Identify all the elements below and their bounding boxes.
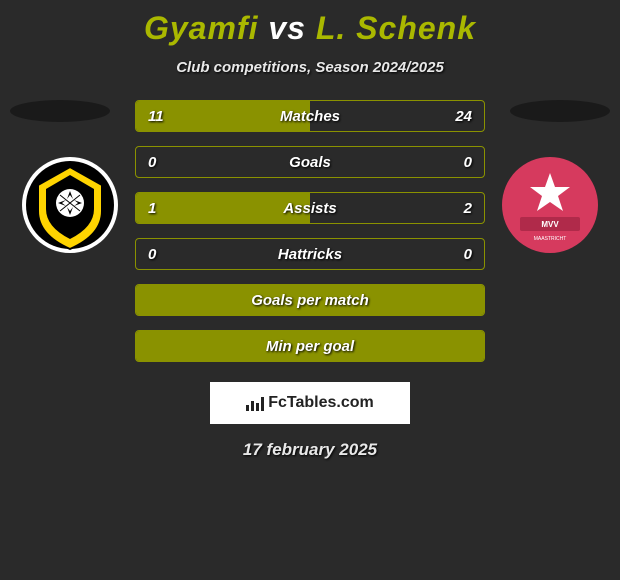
stat-label: Min per goal (266, 338, 354, 355)
stat-row-goals-per-match: Goals per match (135, 284, 485, 316)
player1-name: Gyamfi (144, 10, 258, 46)
stat-row-assists: 1 Assists 2 (135, 192, 485, 224)
stat-row-min-per-goal: Min per goal (135, 330, 485, 362)
stat-row-matches: 11 Matches 24 (135, 100, 485, 132)
mvv-maastricht-badge-icon: MVV MAASTRICHT (500, 155, 600, 255)
team-badge-left (20, 155, 120, 255)
stat-row-goals: 0 Goals 0 (135, 146, 485, 178)
subtitle: Club competitions, Season 2024/2025 (0, 59, 620, 76)
svg-text:MAASTRICHT: MAASTRICHT (534, 236, 567, 242)
stat-label: Goals (289, 154, 331, 171)
stats-list: 11 Matches 24 0 Goals 0 1 Assists 2 0 Ha… (135, 100, 485, 376)
stat-label: Goals per match (251, 292, 369, 309)
vs-text: vs (268, 10, 306, 46)
vvv-venlo-badge-icon (20, 155, 120, 255)
svg-text:MVV: MVV (541, 220, 559, 229)
fctables-logo-icon (246, 395, 264, 411)
shadow-left (10, 100, 110, 122)
stat-left-value: 0 (148, 246, 156, 263)
stat-label: Hattricks (278, 246, 342, 263)
stat-row-hattricks: 0 Hattricks 0 (135, 238, 485, 270)
date-text: 17 february 2025 (243, 440, 377, 460)
brand-text: FcTables.com (268, 394, 374, 412)
stat-right-value: 24 (455, 108, 472, 125)
brand-box[interactable]: FcTables.com (210, 382, 410, 424)
stat-right-value: 2 (464, 200, 472, 217)
shadow-right (510, 100, 610, 122)
stat-left-value: 1 (148, 200, 156, 217)
stat-left-value: 0 (148, 154, 156, 171)
player2-name: L. Schenk (316, 10, 476, 46)
stat-right-value: 0 (464, 154, 472, 171)
team-badge-right: MVV MAASTRICHT (500, 155, 600, 255)
stat-left-value: 11 (148, 108, 164, 125)
stat-label: Assists (283, 200, 336, 217)
stat-right-value: 0 (464, 246, 472, 263)
stat-label: Matches (280, 108, 340, 125)
comparison-title: Gyamfi vs L. Schenk (0, 0, 620, 47)
